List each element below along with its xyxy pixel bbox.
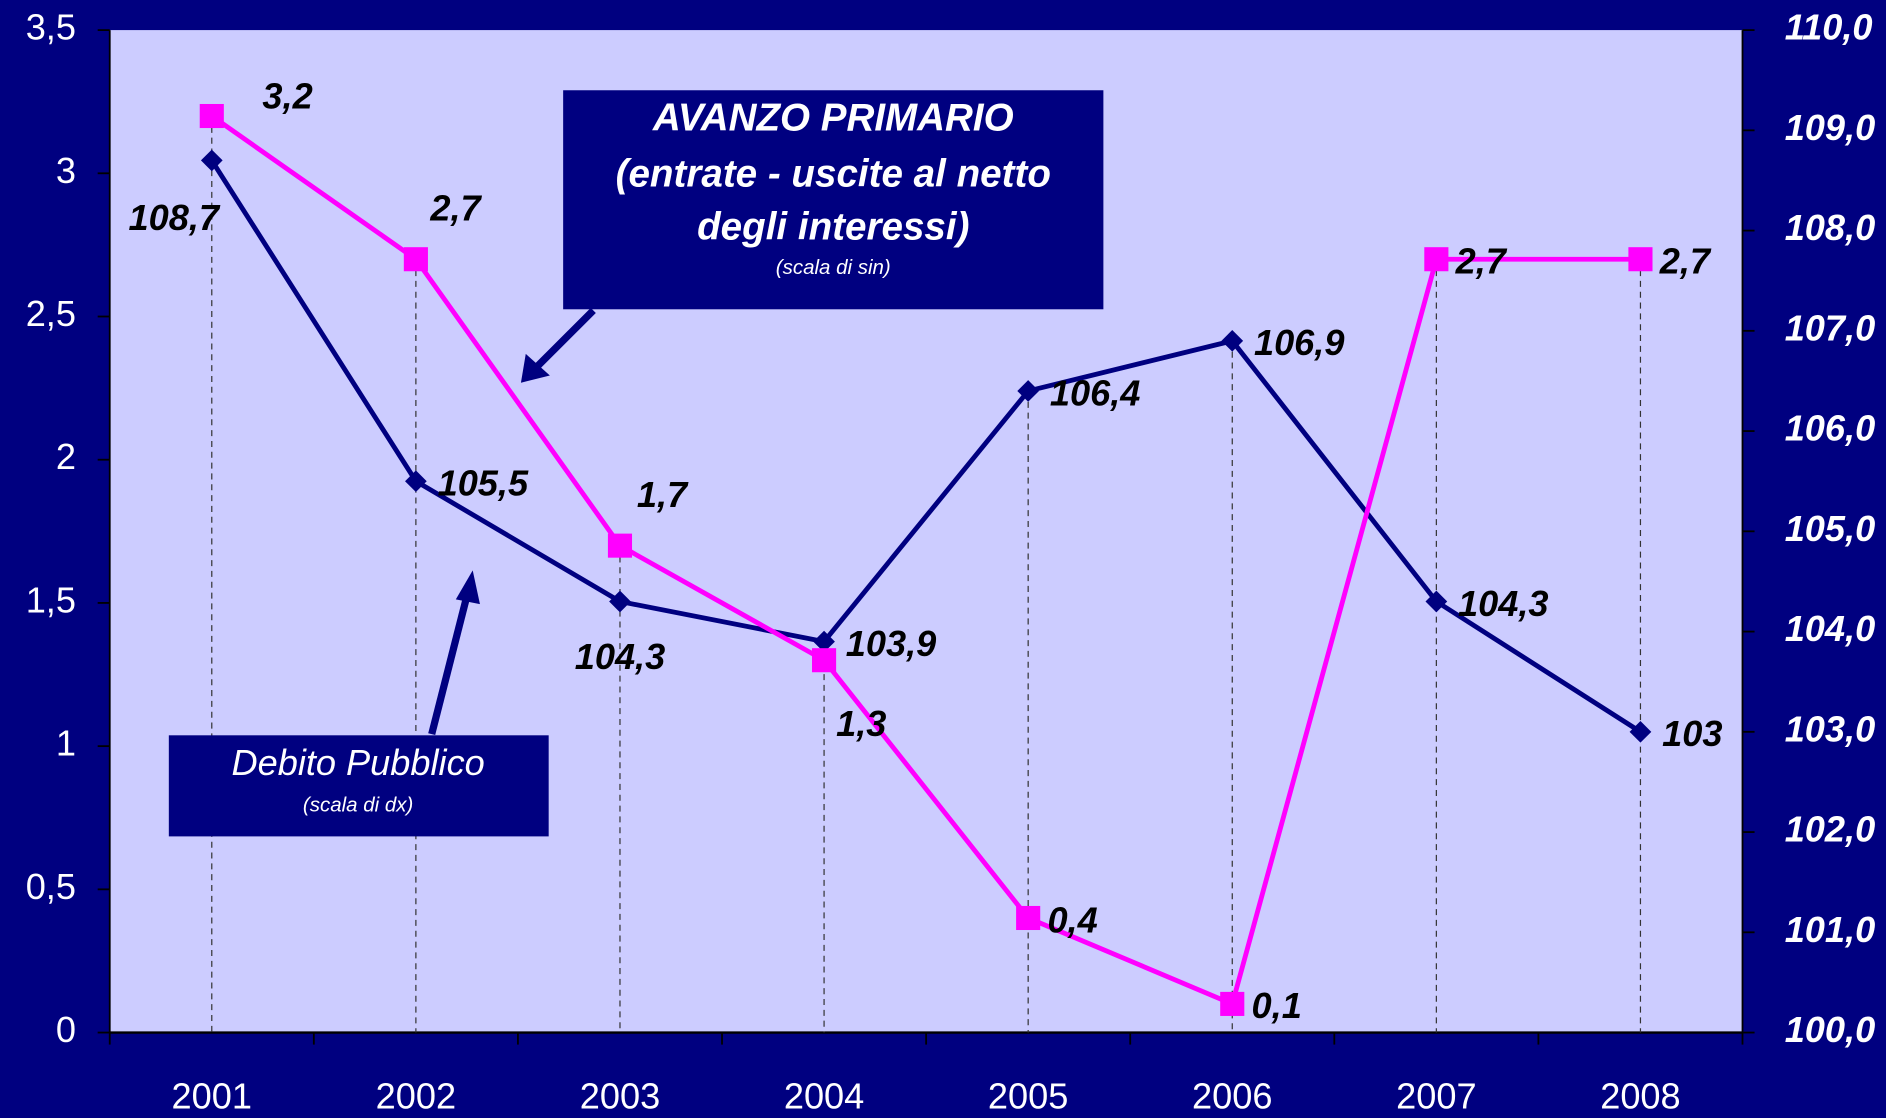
y-tick-label: 1 [56,723,76,764]
annotation-title: AVANZO PRIMARIO [652,97,1014,140]
data-label: 1,3 [836,703,886,744]
y2-tick-label: 100,0 [1785,1009,1875,1050]
y-tick-label: 3,5 [26,7,76,48]
data-label: 3,2 [262,76,312,117]
annotation-box [563,90,1104,310]
series-line [209,159,1642,734]
y2-tick-label: 107,0 [1785,307,1875,348]
y2-tick-label: 105,0 [1785,508,1875,549]
y2-tick-label: 103,0 [1785,708,1875,749]
data-label: 105,5 [438,463,529,504]
annotation-title: Debito Pubblico [231,742,484,783]
annotation-debito: Debito Pubblico (scala di dx) [168,570,549,837]
point-square [607,533,633,558]
point-square [812,648,837,673]
annotation-box [168,735,549,837]
data-label: 106,9 [1254,322,1344,363]
point-square [1424,247,1449,272]
y-tick-label: 2 [56,436,76,477]
data-label: 106,4 [1050,372,1140,413]
annotation-avanzo: AVANZO PRIMARIO (entrate - uscite al net… [520,90,1104,383]
data-label: 2,7 [1659,241,1712,282]
y2-tick-label: 101,0 [1785,909,1875,950]
y-tick-label: 0 [56,1009,76,1050]
point-diamond [1425,590,1448,613]
data-label: 108,7 [129,197,221,238]
x-tick-label: 2003 [580,1075,660,1116]
point-square [403,247,428,272]
data-label: 2,7 [1455,241,1508,282]
y2-tick-label: 109,0 [1785,107,1875,148]
y-tick-label: 2,5 [26,293,76,334]
point-square [199,103,224,129]
data-label: 2,7 [429,188,482,229]
point-diamond [609,590,631,613]
y2-tick-label: 106,0 [1785,408,1875,449]
x-tick-label: 2007 [1396,1075,1476,1116]
y-tick-label: 1,5 [26,579,76,620]
annotation-note: (scala di dx) [303,794,413,817]
data-label: 104,3 [575,636,665,677]
annotation-note: (scala di sin) [776,256,891,279]
arrow [428,591,472,735]
arrow-head [455,570,480,605]
y2-tick-label: 110,0 [1785,7,1873,48]
annotation-text: (entrate - uscite al netto degli interes… [615,151,1051,248]
point-diamond [405,470,427,493]
y2-tick-label: 104,0 [1785,608,1875,649]
x-tick-label: 2001 [172,1075,252,1116]
y2-tick-label: 102,0 [1785,809,1875,850]
y-tick-label: 3 [56,150,76,191]
point-diamond [1629,720,1652,743]
point-diamond [200,149,223,172]
x-tick-label: 2002 [376,1075,456,1116]
x-tick-label: 2008 [1600,1075,1680,1116]
point-square [1016,905,1041,931]
data-label: 0,1 [1252,985,1302,1026]
data-label: 1,7 [637,474,689,515]
point-square [1628,247,1653,272]
y2-tick-label: 108,0 [1785,207,1875,248]
data-label: 103 [1662,713,1722,754]
arrow [528,307,596,376]
x-tick-label: 2005 [988,1075,1068,1116]
y-tick-label: 0,5 [26,866,76,907]
point-diamond [1017,380,1040,402]
x-tick-label: 2004 [784,1075,864,1116]
arrow-head [520,353,550,383]
point-square [1220,991,1245,1016]
point-diamond [813,630,835,653]
data-label: 103,9 [846,623,936,664]
data-label: 0,4 [1047,899,1097,940]
point-diamond [1221,330,1244,352]
x-tick-label: 2006 [1192,1075,1272,1116]
series-line [210,114,1641,1008]
grid [97,29,1755,1045]
data-label: 104,3 [1458,583,1548,624]
annotation-body: (entrate - uscite al netto degli interes… [615,151,1051,248]
marks [199,103,1653,1016]
